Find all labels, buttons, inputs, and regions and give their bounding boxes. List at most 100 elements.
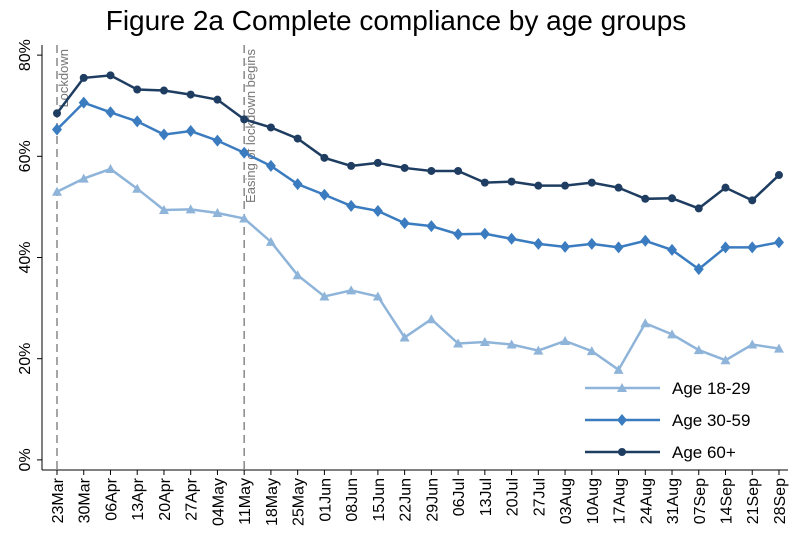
y-tick-label: 0%: [17, 448, 34, 471]
marker: [159, 86, 168, 95]
x-tick-label: 21Sep: [745, 478, 762, 524]
marker: [373, 158, 382, 167]
marker: [105, 163, 116, 173]
x-tick-label: 13Apr: [130, 477, 147, 520]
chart-title: Figure 2a Complete compliance by age gro…: [106, 5, 687, 36]
marker: [617, 414, 627, 426]
marker: [534, 181, 543, 190]
x-tick-label: 03Aug: [558, 478, 575, 524]
marker: [667, 329, 678, 339]
marker: [158, 204, 169, 214]
marker: [78, 173, 89, 183]
marker: [292, 270, 303, 280]
marker: [158, 128, 169, 141]
marker: [346, 285, 357, 295]
x-tick-label: 22Jun: [398, 478, 415, 522]
x-tick-label: 04May: [210, 478, 227, 526]
marker: [533, 345, 544, 355]
marker: [105, 106, 116, 119]
marker: [239, 213, 250, 223]
x-tick-label: 07Sep: [692, 478, 709, 524]
legend-label: Age 30-59: [672, 411, 750, 430]
x-tick-label: 29Jun: [424, 478, 441, 522]
marker: [614, 183, 623, 192]
marker: [507, 177, 516, 186]
annotation-label: Lockdown: [56, 49, 71, 108]
marker: [400, 163, 409, 172]
legend-label: Age 60+: [672, 443, 736, 462]
marker: [587, 178, 596, 187]
x-tick-label: 30Mar: [77, 477, 94, 523]
marker: [132, 183, 143, 193]
marker: [185, 204, 196, 214]
marker: [53, 109, 61, 118]
marker: [453, 228, 464, 241]
x-tick-label: 20Apr: [157, 477, 174, 520]
marker: [106, 71, 115, 80]
marker: [479, 336, 490, 346]
marker: [399, 332, 410, 342]
marker: [52, 123, 62, 136]
marker: [533, 237, 544, 250]
marker: [240, 115, 249, 124]
x-tick-label: 06Jul: [451, 478, 468, 516]
marker: [319, 188, 330, 201]
marker: [774, 171, 783, 180]
y-tick-label: 60%: [17, 140, 34, 172]
marker: [292, 178, 303, 191]
marker: [641, 194, 650, 203]
marker: [748, 196, 757, 205]
marker: [133, 85, 142, 94]
marker: [399, 217, 410, 230]
marker: [372, 204, 383, 217]
y-tick-label: 40%: [17, 241, 34, 273]
y-tick-label: 20%: [17, 343, 34, 375]
x-tick-label: 25May: [291, 478, 308, 526]
marker: [693, 263, 704, 276]
series-line: [56, 101, 780, 271]
x-tick-label: 06Apr: [103, 477, 120, 520]
marker: [479, 227, 490, 240]
x-tick-label: 23Mar: [50, 477, 67, 523]
marker: [320, 153, 329, 162]
marker: [560, 335, 571, 345]
marker: [586, 346, 597, 356]
x-tick-label: 10Aug: [585, 478, 602, 524]
legend-label: Age 18-29: [672, 379, 750, 398]
x-tick-label: 20Jul: [505, 478, 522, 516]
y-tick-label: 80%: [17, 39, 34, 71]
x-tick-label: 15Jun: [371, 478, 388, 522]
marker: [132, 115, 143, 128]
marker: [319, 291, 330, 301]
x-tick-label: 01Jun: [317, 478, 334, 522]
marker: [213, 95, 222, 104]
marker: [453, 338, 464, 348]
marker: [617, 383, 627, 392]
marker: [266, 123, 275, 132]
marker: [454, 166, 463, 175]
marker: [693, 345, 704, 355]
x-tick-label: 11May: [237, 478, 254, 525]
marker: [186, 90, 195, 99]
marker: [78, 96, 89, 109]
x-tick-label: 24Aug: [638, 478, 655, 524]
marker: [640, 234, 651, 247]
marker: [773, 236, 784, 249]
x-tick-label: 18May: [264, 478, 281, 526]
x-tick-label: 27Apr: [184, 477, 201, 520]
marker: [372, 291, 383, 301]
marker: [212, 207, 223, 217]
marker: [613, 364, 624, 374]
marker: [561, 181, 570, 190]
marker: [506, 339, 517, 349]
marker: [560, 240, 571, 253]
marker: [640, 318, 651, 328]
marker: [506, 232, 517, 245]
x-tick-label: 17Aug: [612, 478, 629, 524]
marker: [720, 355, 731, 365]
marker: [293, 134, 302, 143]
marker: [721, 183, 730, 192]
marker: [427, 166, 436, 175]
marker: [346, 199, 357, 212]
marker: [618, 448, 626, 456]
